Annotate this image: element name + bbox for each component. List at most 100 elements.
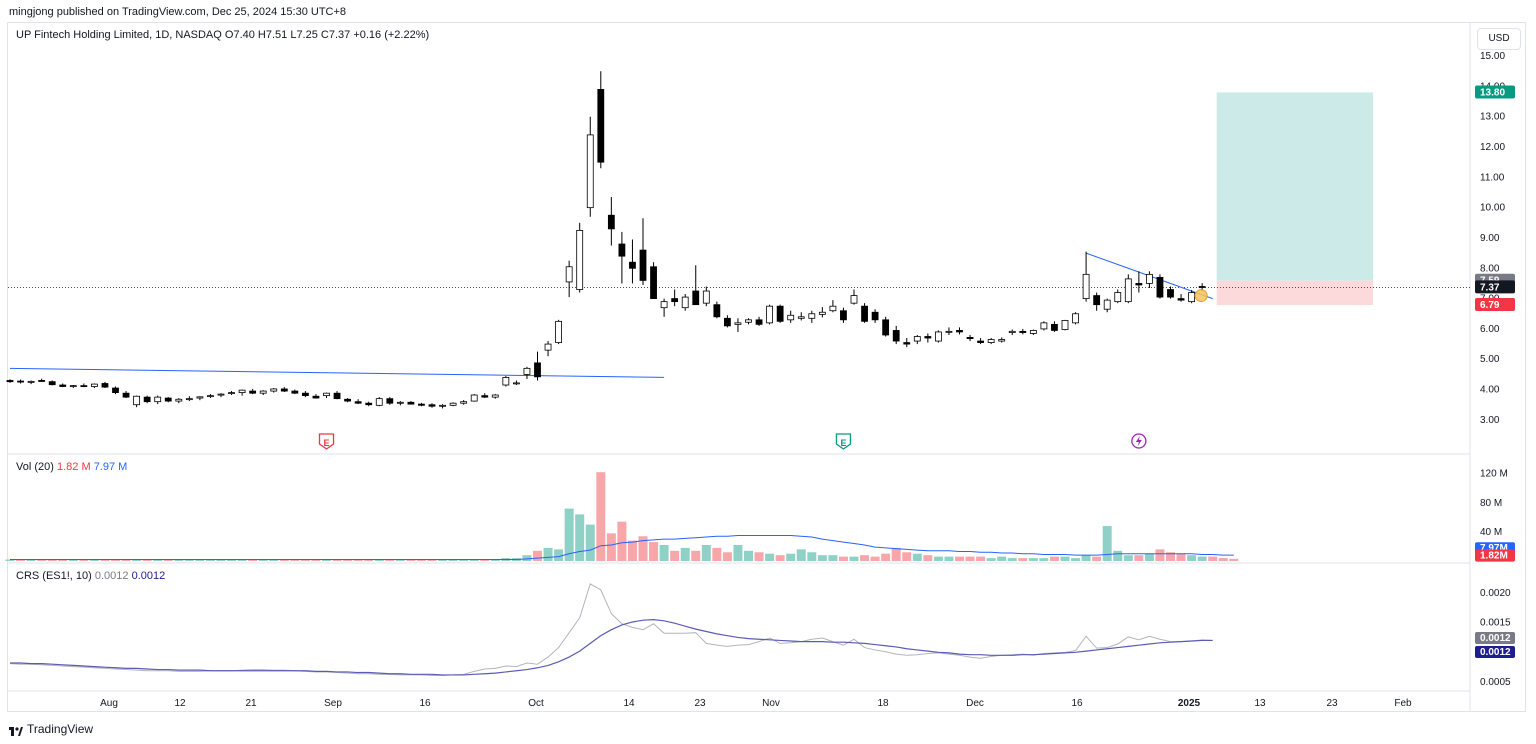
volume-bar (1155, 549, 1165, 561)
candle-up (818, 311, 826, 315)
volume-bar (575, 514, 585, 561)
candle-up (375, 398, 383, 406)
volume-bar (163, 559, 173, 561)
earnings-marker-letter: E (324, 438, 330, 448)
volume-bar (269, 559, 279, 561)
candle-down (882, 319, 890, 336)
currency-button[interactable]: USD (1477, 28, 1521, 50)
candle-up (913, 336, 921, 342)
candle-up (259, 390, 267, 394)
crs-axis-tick: 0.0005 (1480, 677, 1511, 688)
volume-bar (765, 553, 775, 561)
alert-marker-icon (1194, 289, 1208, 303)
volume-ma-value: 7.97 M (93, 461, 128, 473)
volume-bar (248, 559, 258, 561)
candle-down (1156, 276, 1164, 298)
candle-up (238, 389, 246, 393)
candle-down (966, 337, 974, 340)
candle-down (280, 388, 288, 392)
chart-frame (7, 22, 1526, 712)
candle-down (692, 290, 700, 306)
candle-down (871, 311, 879, 321)
candle-up (935, 331, 942, 342)
candle-down (1198, 286, 1206, 288)
candle-up (702, 290, 710, 304)
candle-up (766, 305, 773, 324)
volume-bar (533, 550, 542, 561)
candle-up (502, 377, 510, 386)
volume-bar (343, 559, 353, 561)
volume-bar (406, 559, 416, 561)
volume-bar (184, 559, 194, 561)
candle-down (407, 401, 415, 405)
volume-bar (111, 559, 120, 561)
candle-down (755, 319, 763, 325)
crs-title: CRS (ES1!, 10) (16, 570, 92, 582)
candle-down (354, 401, 362, 404)
candle-down (892, 330, 900, 342)
candle-up (586, 134, 594, 209)
volume-bar (1081, 555, 1091, 561)
last-price-tag-text: 7.37 (1480, 282, 1500, 293)
volume-bar (1113, 550, 1123, 561)
main-legend: UP Fintech Holding Limited, 1D, NASDAQ O… (16, 29, 429, 41)
candle-up (998, 339, 1006, 342)
candle-down (101, 383, 109, 388)
candle-up (449, 402, 457, 406)
time-axis-tick: 14 (623, 698, 635, 709)
candle-down (607, 214, 615, 230)
volume-bar (1197, 556, 1207, 561)
volume-bar (955, 556, 964, 561)
candle-down (1177, 298, 1185, 301)
volume-bar (153, 559, 163, 561)
volume-bar (5, 559, 15, 561)
candle-down (924, 336, 932, 339)
time-axis-tick: 23 (694, 698, 706, 709)
volume-bar (79, 559, 89, 561)
time-axis-tick: Dec (966, 698, 984, 709)
volume-bar (680, 547, 690, 561)
volume-bar (26, 559, 36, 561)
volume-bar (1102, 526, 1112, 561)
volume-bar (1176, 553, 1186, 561)
candle-up (1103, 299, 1111, 310)
candle-down (386, 398, 394, 404)
volume-bar (364, 559, 374, 561)
volume-title: Vol (20) (16, 461, 54, 473)
volume-bar (849, 556, 859, 561)
candle-down (365, 402, 373, 406)
candle-down (1051, 323, 1058, 331)
time-axis-tick: 21 (245, 698, 257, 709)
volume-bar (1007, 558, 1017, 561)
candle-down (713, 304, 721, 318)
candle-up (1008, 330, 1016, 333)
crs-ma-value: 0.0012 (131, 570, 166, 582)
volume-bar (817, 555, 827, 561)
target-price-tag-text: 13.80 (1480, 87, 1505, 98)
volume-bar (1144, 553, 1154, 561)
candle-down (597, 89, 605, 163)
volume-bar (300, 559, 310, 561)
volume-bar (1187, 555, 1197, 561)
volume-bar (68, 559, 78, 561)
candle-down (301, 392, 309, 397)
volume-bar (1218, 558, 1228, 561)
volume-bar (16, 559, 26, 561)
time-axis-tick: 23 (1326, 698, 1338, 709)
candle-up (491, 394, 499, 398)
crs-value: 0.0012 (94, 570, 129, 582)
volume-tag (1475, 549, 1515, 562)
volume-bar (100, 559, 110, 561)
volume-bar (617, 521, 627, 561)
volume-bar (374, 559, 384, 561)
crs-ma-tag-text: 0.0012 (1480, 647, 1511, 658)
candle-up (1029, 330, 1037, 334)
volume-bar (881, 553, 891, 561)
candle-down (776, 305, 784, 322)
candle-up (270, 388, 278, 392)
candle-down (291, 390, 299, 394)
candle-up (797, 316, 805, 319)
earnings-marker-letter: E (840, 438, 846, 448)
volume-bar (1134, 555, 1144, 561)
